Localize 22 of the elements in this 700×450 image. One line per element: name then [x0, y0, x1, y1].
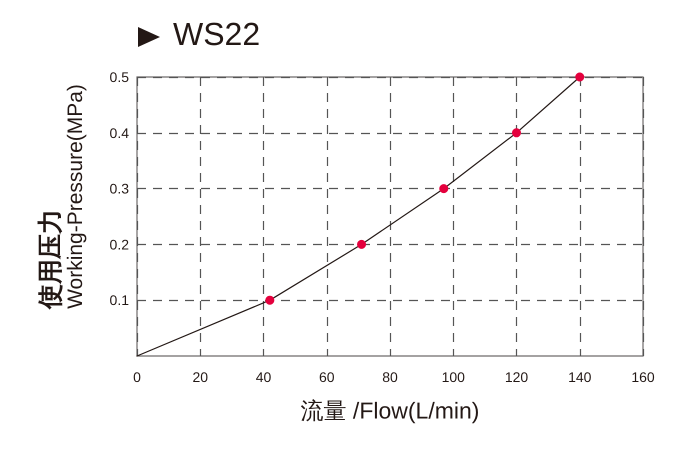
x-tick-label: 160	[631, 369, 655, 385]
point	[357, 240, 366, 249]
point	[575, 72, 584, 82]
x-tick-label: 80	[382, 369, 398, 385]
chart-title: WS22	[173, 16, 260, 52]
x-tick-label: 20	[192, 369, 208, 385]
x-tick-label: 60	[318, 369, 335, 385]
x-tick-label: 140	[568, 369, 592, 385]
y-tick-label: 0.5	[110, 69, 130, 85]
x-tick-label: 120	[504, 369, 528, 385]
y-tick-label: 0.2	[110, 236, 130, 252]
point	[512, 128, 521, 138]
y-tick-label: 0.1	[110, 292, 130, 308]
x-tick-label: 40	[256, 369, 272, 385]
y-tick-label: 0.4	[110, 124, 130, 141]
point	[265, 296, 274, 305]
x-tick-label: 0	[133, 369, 142, 385]
y-tick-label: 0.3	[110, 180, 130, 197]
x-axis-title: 流量 /Flow(L/min)	[300, 398, 480, 424]
point	[439, 184, 448, 194]
x-tick-label: 100	[442, 369, 466, 385]
y-axis-title: 使用压力 Working-Pressure(MPa)	[36, 84, 87, 310]
